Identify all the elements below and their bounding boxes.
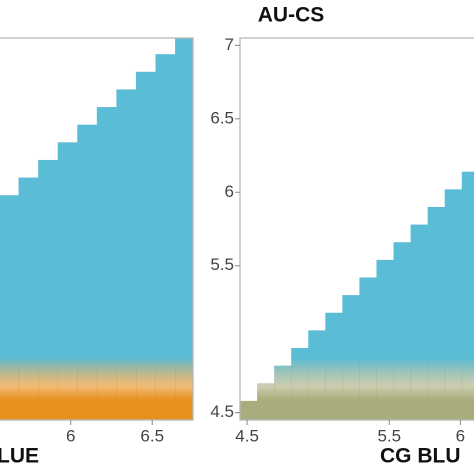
y-tick-label: 6.5: [210, 108, 234, 127]
cell: [257, 383, 275, 420]
cell: [0, 195, 20, 420]
chart-title: AU-CS: [258, 4, 325, 27]
cell: [274, 365, 292, 420]
cell: [444, 189, 463, 420]
plot-frame: [0, 37, 194, 421]
y-tick-label: 7: [225, 35, 234, 54]
cell: [175, 38, 193, 420]
y-tick-label: 4.5: [210, 402, 234, 421]
cell: [325, 312, 343, 420]
x-tick-label: 6: [456, 426, 465, 445]
cells: [0, 38, 193, 420]
y-tick-label: 6: [225, 182, 234, 201]
cell: [410, 224, 429, 420]
cell: [96, 107, 117, 420]
cell: [393, 242, 412, 420]
x-axis-title: LUE: [0, 445, 39, 468]
cell: [155, 54, 176, 420]
cell: [342, 295, 360, 420]
x-tick-label: 4.5: [235, 426, 259, 445]
cell: [38, 159, 59, 420]
cell: [135, 71, 157, 420]
cell: [291, 348, 309, 420]
cell: [427, 206, 446, 420]
cell: [116, 89, 137, 420]
y-tick-label: 5.5: [210, 255, 234, 274]
cell: [359, 277, 377, 420]
x-axis-title: CG BLU: [380, 445, 461, 468]
x-tick-label: 6: [66, 426, 75, 445]
cell: [57, 142, 78, 420]
x-tick-label: 6.5: [140, 426, 164, 445]
x-tick-label: 5.5: [377, 426, 401, 445]
cell: [308, 330, 326, 420]
cell: [240, 400, 258, 420]
cell: [18, 177, 39, 420]
cell: [376, 259, 395, 420]
cells: [240, 171, 474, 420]
plot-frame: [239, 37, 474, 421]
cell: [77, 124, 98, 420]
cell: [461, 171, 474, 420]
